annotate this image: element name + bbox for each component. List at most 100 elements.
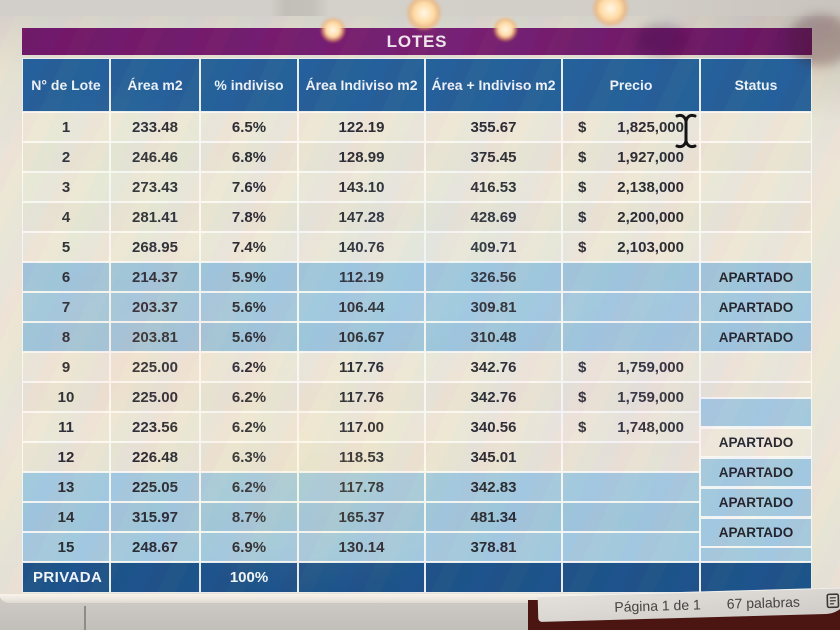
cell-status[interactable] — [700, 172, 812, 202]
proofing-book-icon[interactable] — [826, 593, 840, 609]
page-count[interactable]: Página 1 de 1 — [614, 596, 701, 615]
cell-area-indiviso[interactable]: 117.00 — [298, 412, 425, 442]
column-header[interactable]: Precio — [562, 58, 700, 112]
cell-lote[interactable]: 13 — [22, 472, 110, 502]
cell-area-m2[interactable]: 226.48 — [110, 442, 200, 472]
cell-precio[interactable]: $1,759,000 — [562, 382, 700, 412]
cell-pct-indiviso[interactable]: 6.2% — [200, 382, 298, 412]
cell-area-indiviso[interactable]: 147.28 — [298, 202, 425, 232]
cell-area-indiviso[interactable]: 128.99 — [298, 142, 425, 172]
column-header[interactable]: Status — [700, 58, 812, 112]
cell-lote[interactable]: 2 — [22, 142, 110, 172]
cell-area-indiviso[interactable]: 117.78 — [298, 472, 425, 502]
cell-area-total[interactable]: 342.76 — [425, 352, 562, 382]
cell-area-m2[interactable]: 273.43 — [110, 172, 200, 202]
cell-pct-indiviso[interactable]: 7.8% — [200, 202, 298, 232]
cell-status[interactable] — [700, 232, 812, 262]
cell-precio[interactable] — [562, 442, 700, 472]
cell-area-m2[interactable]: 225.00 — [110, 352, 200, 382]
cell-area-total[interactable]: 310.48 — [425, 322, 562, 352]
cell-area-indiviso[interactable]: 122.19 — [298, 112, 425, 142]
cell-area-total[interactable]: 345.01 — [425, 442, 562, 472]
cell-area-total[interactable]: 309.81 — [425, 292, 562, 322]
cell-pct-indiviso[interactable]: 6.9% — [200, 532, 298, 562]
cell-status[interactable] — [700, 112, 812, 142]
cell-pct-indiviso[interactable]: 6.2% — [200, 412, 298, 442]
cell-status[interactable]: APARTADO — [700, 262, 812, 292]
cell-precio[interactable]: $2,138,000 — [562, 172, 700, 202]
cell-lote[interactable]: 12 — [22, 442, 110, 472]
cell-area-total[interactable]: 340.56 — [425, 412, 562, 442]
cell-area-m2[interactable]: 203.37 — [110, 292, 200, 322]
cell-status[interactable] — [700, 142, 812, 172]
cell-area-indiviso[interactable]: 165.37 — [298, 502, 425, 532]
cell-area-m2[interactable]: 225.00 — [110, 382, 200, 412]
cell-lote[interactable]: 9 — [22, 352, 110, 382]
cell-area-m2[interactable]: 223.56 — [110, 412, 200, 442]
cell-precio[interactable]: $1,759,000 — [562, 352, 700, 382]
cell-area-total[interactable]: 409.71 — [425, 232, 562, 262]
cell-pct-indiviso[interactable]: 5.9% — [200, 262, 298, 292]
cell-area-indiviso[interactable]: 140.76 — [298, 232, 425, 262]
cell-area-m2[interactable]: 203.81 — [110, 322, 200, 352]
cell-area-indiviso[interactable]: 130.14 — [298, 532, 425, 562]
cell-lote[interactable]: 4 — [22, 202, 110, 232]
cell-area-total[interactable]: 342.76 — [425, 382, 562, 412]
privada-label-cell[interactable]: PRIVADA — [22, 562, 110, 593]
cell-area-m2[interactable]: 281.41 — [110, 202, 200, 232]
cell-area-indiviso[interactable]: 143.10 — [298, 172, 425, 202]
privada-empty-cell[interactable] — [562, 562, 700, 593]
cell-area-indiviso[interactable]: 112.19 — [298, 262, 425, 292]
cell-lote[interactable]: 15 — [22, 532, 110, 562]
cell-area-total[interactable]: 481.34 — [425, 502, 562, 532]
cell-pct-indiviso[interactable]: 6.8% — [200, 142, 298, 172]
cell-status[interactable]: APARTADO — [700, 292, 812, 322]
cell-area-total[interactable]: 416.53 — [425, 172, 562, 202]
cell-area-m2[interactable]: 233.48 — [110, 112, 200, 142]
cell-pct-indiviso[interactable]: 5.6% — [200, 322, 298, 352]
cell-area-total[interactable]: 375.45 — [425, 142, 562, 172]
cell-area-indiviso[interactable]: 117.76 — [298, 352, 425, 382]
cell-lote[interactable]: 11 — [22, 412, 110, 442]
cell-area-m2[interactable]: 268.95 — [110, 232, 200, 262]
cell-area-m2[interactable]: 214.37 — [110, 262, 200, 292]
cell-precio[interactable]: $2,200,000 — [562, 202, 700, 232]
column-header[interactable]: % indiviso — [200, 58, 298, 112]
privada-empty-cell[interactable] — [110, 562, 200, 593]
cell-lote[interactable]: 7 — [22, 292, 110, 322]
cell-lote[interactable]: 3 — [22, 172, 110, 202]
cell-status[interactable]: APARTADO — [700, 517, 812, 562]
cell-pct-indiviso[interactable]: 6.2% — [200, 352, 298, 382]
cell-pct-indiviso[interactable]: 7.6% — [200, 172, 298, 202]
cell-area-total[interactable]: 378.81 — [425, 532, 562, 562]
cell-precio[interactable] — [562, 502, 700, 532]
privada-empty-cell[interactable] — [298, 562, 425, 593]
cell-precio[interactable] — [562, 292, 700, 322]
cell-lote[interactable]: 1 — [22, 112, 110, 142]
cell-area-total[interactable]: 326.56 — [425, 262, 562, 292]
cell-precio[interactable] — [562, 262, 700, 292]
cell-precio[interactable] — [562, 472, 700, 502]
cell-area-m2[interactable]: 315.97 — [110, 502, 200, 532]
cell-pct-indiviso[interactable]: 7.4% — [200, 232, 298, 262]
cell-precio[interactable]: $1,825,000 — [562, 112, 700, 142]
cell-lote[interactable]: 5 — [22, 232, 110, 262]
cell-precio[interactable]: $1,748,000 — [562, 412, 700, 442]
cell-pct-indiviso[interactable]: 8.7% — [200, 502, 298, 532]
cell-area-total[interactable]: 355.67 — [425, 112, 562, 142]
table-title[interactable]: LOTES — [22, 28, 812, 55]
cell-precio[interactable] — [562, 322, 700, 352]
cell-area-total[interactable]: 428.69 — [425, 202, 562, 232]
cell-precio[interactable]: $2,103,000 — [562, 232, 700, 262]
word-count[interactable]: 67 palabras — [726, 593, 801, 612]
cell-status[interactable] — [700, 352, 812, 382]
cell-lote[interactable]: 14 — [22, 502, 110, 532]
cell-status[interactable]: APARTADO — [700, 322, 812, 352]
cell-status[interactable] — [700, 202, 812, 232]
cell-precio[interactable]: $1,927,000 — [562, 142, 700, 172]
privada-empty-cell[interactable] — [425, 562, 562, 593]
cell-precio[interactable] — [562, 532, 700, 562]
column-header[interactable]: Área + Indiviso m2 — [425, 58, 562, 112]
cell-lote[interactable]: 6 — [22, 262, 110, 292]
cell-area-m2[interactable]: 248.67 — [110, 532, 200, 562]
